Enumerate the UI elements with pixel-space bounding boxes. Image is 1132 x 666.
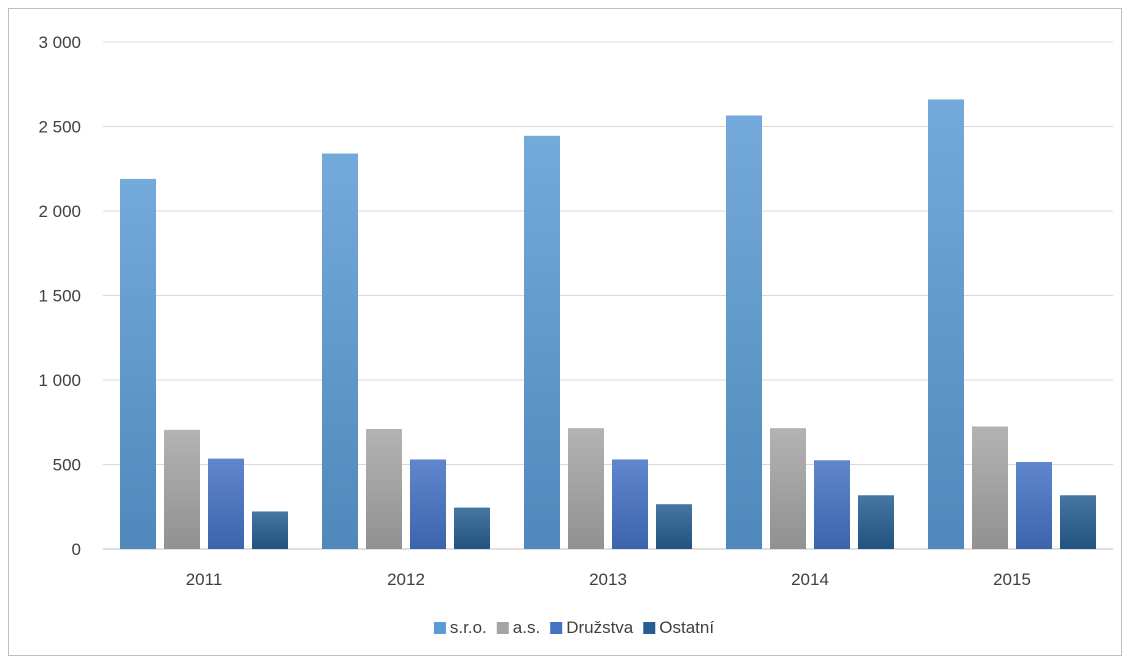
x-tick-label: 2012 — [387, 570, 425, 589]
bar-sro-2013 — [524, 135, 560, 550]
bar-ostatn-2014 — [858, 495, 894, 549]
bar-as-2011 — [164, 429, 200, 549]
legend-item: Družstva — [550, 618, 634, 637]
legend-label: a.s. — [513, 618, 540, 637]
bar-ostatn-2012 — [454, 507, 490, 549]
x-axis: 2011 2012 2013 2014 2015 — [186, 570, 1031, 589]
bar-ostatn-2011 — [252, 511, 288, 549]
bar-drustva-2011 — [208, 458, 244, 549]
bar-sro-2011 — [120, 178, 156, 549]
bar-sro-2012 — [322, 153, 358, 550]
legend-swatch — [643, 622, 656, 634]
x-tick-label: 2014 — [791, 570, 829, 589]
x-tick-label: 2015 — [993, 570, 1031, 589]
y-tick-label: 1 500 — [38, 287, 81, 306]
bar-ostatn-2013 — [656, 504, 692, 549]
legend: s.r.o. a.s. Družstva Ostatní — [433, 618, 714, 637]
legend-label: s.r.o. — [450, 618, 487, 637]
y-tick-label: 3 000 — [38, 33, 81, 52]
bar-as-2013 — [568, 428, 604, 549]
y-tick-label: 2 500 — [38, 118, 81, 137]
bar-drustva-2015 — [1016, 461, 1052, 549]
bar-as-2015 — [972, 426, 1008, 549]
legend-item: a.s. — [496, 618, 540, 637]
bar-drustva-2014 — [814, 460, 850, 549]
y-tick-label: 1 000 — [38, 371, 81, 390]
bar-as-2014 — [770, 428, 806, 549]
bar-drustva-2012 — [410, 459, 446, 549]
y-tick-label: 500 — [53, 456, 81, 475]
y-tick-label: 2 000 — [38, 202, 81, 221]
legend-label: Ostatní — [659, 618, 714, 637]
bars — [120, 99, 1096, 550]
bar-ostatn-2015 — [1060, 495, 1096, 549]
bar-sro-2015 — [928, 99, 964, 550]
bar-drustva-2013 — [612, 459, 648, 549]
bar-as-2012 — [366, 429, 402, 549]
y-tick-label: 0 — [72, 540, 81, 559]
bar-sro-2014 — [726, 115, 762, 549]
legend-item: Ostatní — [643, 618, 714, 637]
legend-label: Družstva — [566, 618, 634, 637]
x-tick-label: 2013 — [589, 570, 627, 589]
legend-swatch — [433, 622, 446, 634]
legend-item: s.r.o. — [433, 618, 487, 637]
legend-swatch — [550, 622, 563, 634]
x-tick-label: 2011 — [186, 570, 223, 589]
legend-swatch — [496, 622, 509, 634]
y-axis: 0 500 1 000 1 500 2 000 2 500 3 000 — [38, 33, 81, 559]
